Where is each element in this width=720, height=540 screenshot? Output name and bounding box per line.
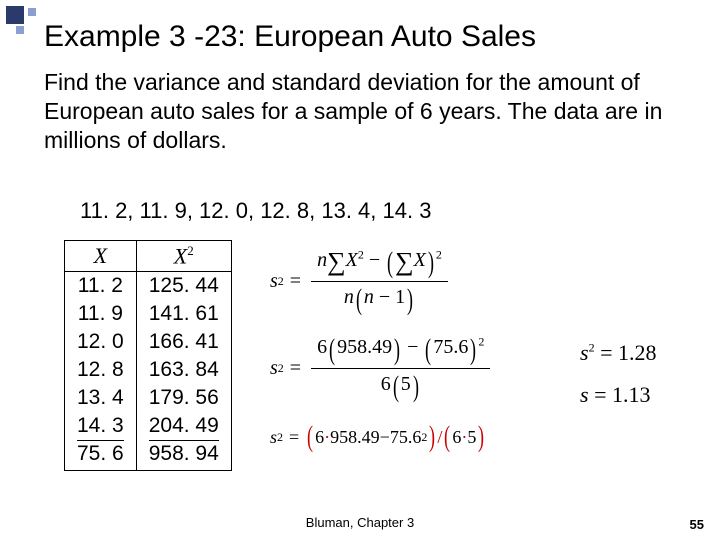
- table-cell: 125. 44: [136, 272, 231, 301]
- table-cell: 163. 84: [136, 356, 231, 384]
- table-cell: 166. 41: [136, 328, 231, 356]
- slide-title: Example 3 -23: European Auto Sales: [44, 20, 536, 54]
- table-cell: 204. 49: [136, 412, 231, 440]
- results-block: s2 = 1.28 s = 1.13: [580, 340, 656, 424]
- footer-citation: Bluman, Chapter 3: [0, 515, 720, 530]
- table-cell: 12. 8: [65, 356, 137, 384]
- sum-x2-cell: 958. 94: [136, 440, 231, 471]
- formula-general: s2 = n∑X2 − (∑X)2 n(n − 1): [270, 246, 710, 317]
- data-table: X X2 11. 2125. 44 11. 9141. 61 12. 0166.…: [64, 240, 232, 471]
- formula-linear: s2 = (6·958.49 − 75.62) / (6·5): [270, 420, 710, 454]
- table-cell: 141. 61: [136, 300, 231, 328]
- body-paragraph: Find the variance and standard deviation…: [44, 68, 674, 154]
- sd-result: s = 1.13: [580, 382, 656, 408]
- table-cell: 13. 4: [65, 384, 137, 412]
- page-number: 55: [690, 517, 704, 532]
- table-cell: 11. 2: [65, 272, 137, 301]
- table-cell: 14. 3: [65, 412, 137, 440]
- variance-result: s2 = 1.28: [580, 340, 656, 366]
- table-cell: 179. 56: [136, 384, 231, 412]
- data-list: 11. 2, 11. 9, 12. 0, 12. 8, 13. 4, 14. 3: [80, 198, 431, 224]
- table-cell: 11. 9: [65, 300, 137, 328]
- corner-decoration: [6, 6, 46, 36]
- table-cell: 12. 0: [65, 328, 137, 356]
- col-header-x: X: [65, 241, 137, 272]
- col-header-x2: X2: [136, 241, 231, 272]
- sum-x-cell: 75. 6: [65, 440, 137, 471]
